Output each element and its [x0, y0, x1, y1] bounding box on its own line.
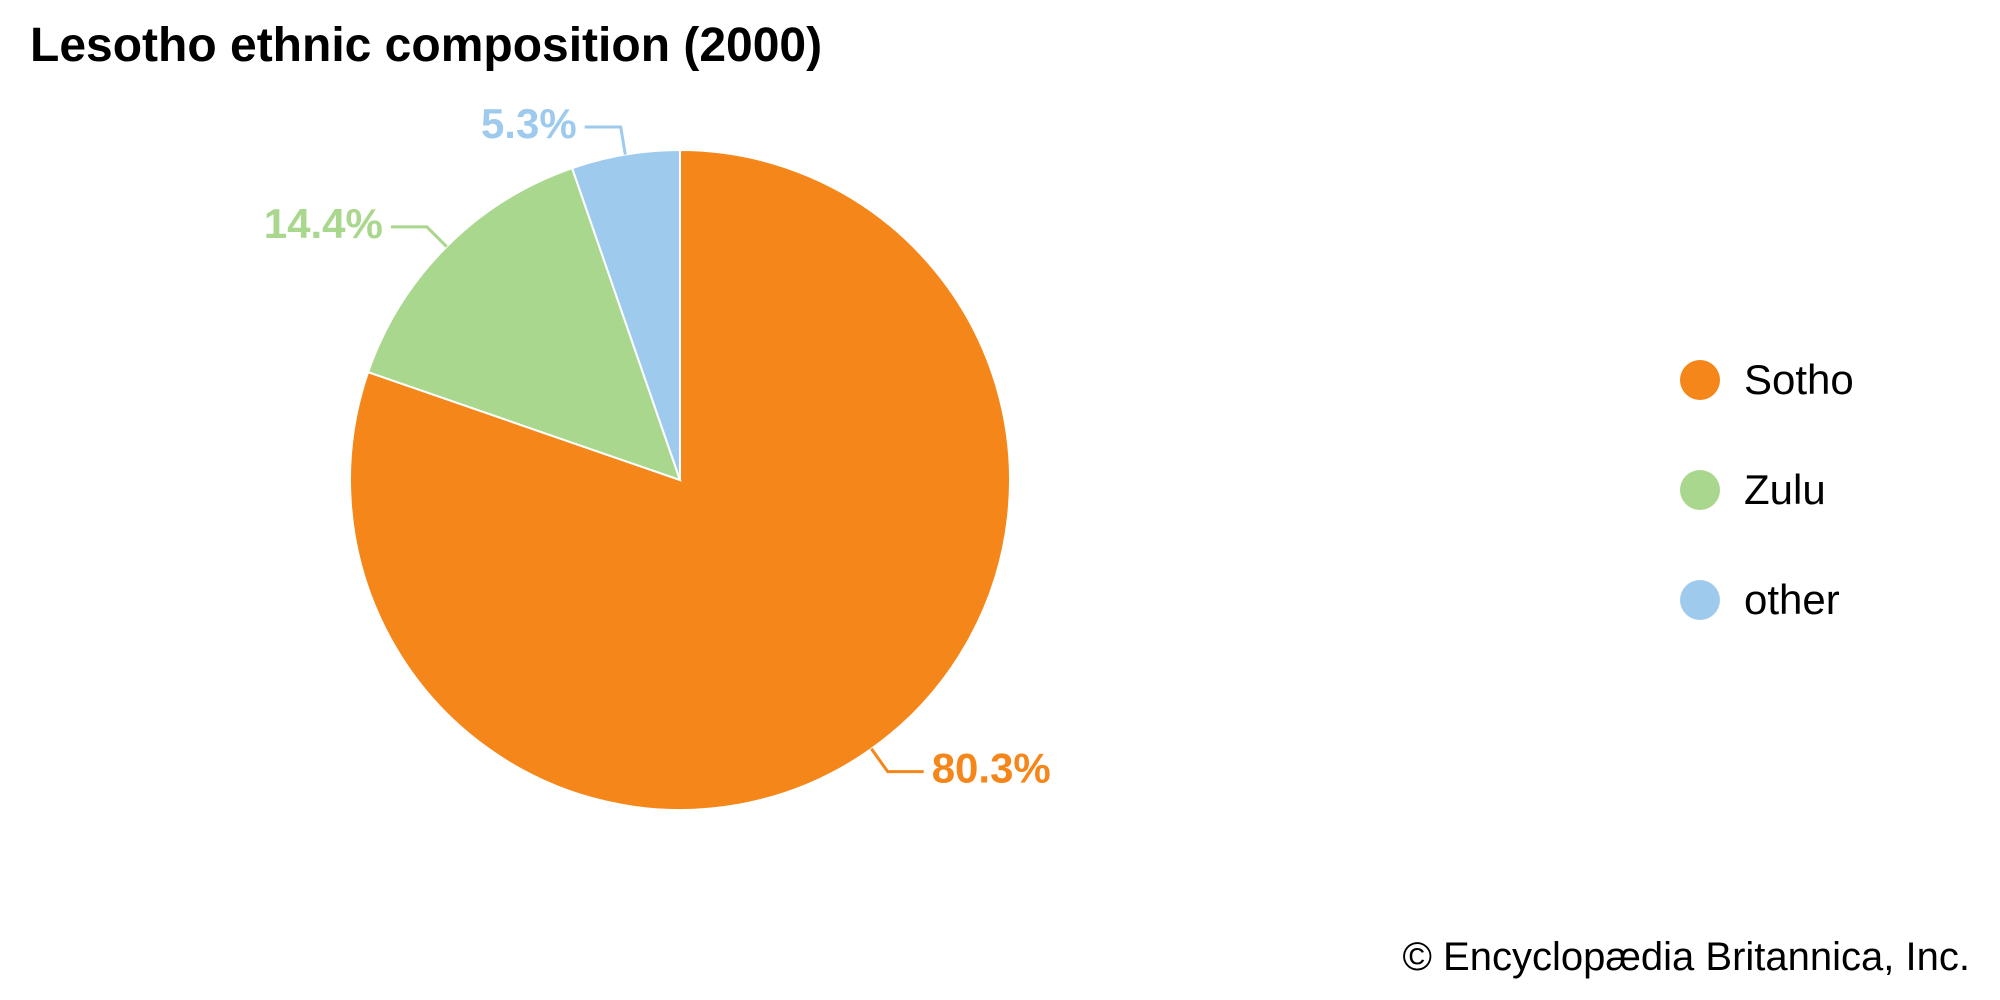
legend-swatch [1680, 580, 1720, 620]
legend-label: other [1744, 576, 1840, 624]
legend: Sotho Zulu other [1680, 360, 1854, 620]
legend-swatch [1680, 470, 1720, 510]
leader-line [391, 227, 447, 247]
legend-label: Sotho [1744, 356, 1854, 404]
leader-line [871, 749, 923, 772]
copyright-text: © Encyclopædia Britannica, Inc. [1402, 935, 1970, 980]
legend-item: Sotho [1680, 360, 1854, 400]
slice-label: 80.3% [932, 745, 1051, 792]
legend-label: Zulu [1744, 466, 1826, 514]
slice-label: 5.3% [481, 100, 577, 147]
slice-label: 14.4% [264, 200, 383, 247]
legend-item: Zulu [1680, 470, 1854, 510]
leader-line [585, 127, 626, 155]
legend-item: other [1680, 580, 1854, 620]
legend-swatch [1680, 360, 1720, 400]
